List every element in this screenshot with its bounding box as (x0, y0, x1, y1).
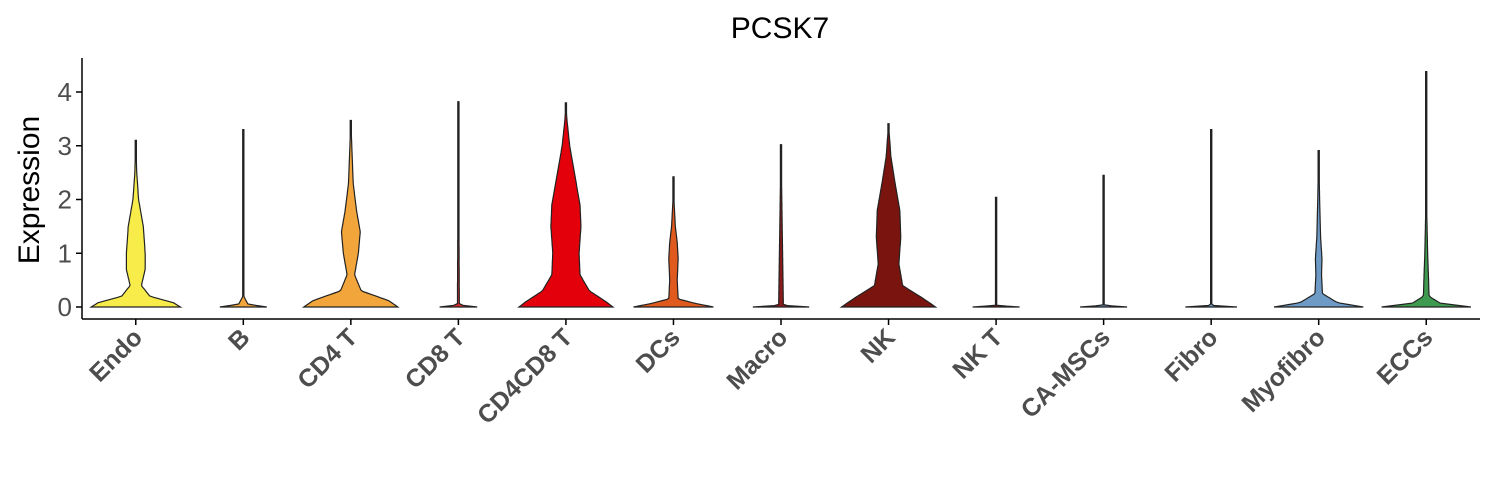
y-tick-label-1: 1 (58, 238, 72, 268)
violin-myofibro (1273, 150, 1364, 308)
violin-eccs (1381, 71, 1471, 308)
x-tick-label-cd4-t: CD4 T (292, 323, 363, 394)
violin-endo (88, 139, 183, 308)
violin-cd4-t (301, 119, 400, 308)
violin-dcs (633, 176, 714, 308)
violin-ca-mscs (1080, 174, 1128, 308)
violin-macro (752, 144, 810, 308)
x-tick-label-cd4cd8-t: CD4CD8 T (472, 323, 578, 429)
violin-nk-t (972, 196, 1020, 308)
x-tick-label-ca-mscs: CA-MSCs (1016, 323, 1116, 423)
chart-title: PCSK7 (730, 12, 830, 45)
x-tick-label-endo: Endo (84, 323, 148, 387)
violin-fibro (1185, 129, 1238, 308)
x-tick-label-nk: NK (855, 323, 900, 368)
x-tick-label-nk-t: NK T (947, 323, 1008, 384)
x-tick-label-myofibro: Myofibro (1237, 323, 1331, 417)
violin-cd8-t (439, 101, 478, 308)
y-tick-label-4: 4 (58, 77, 72, 107)
y-tick-label-3: 3 (58, 131, 72, 161)
x-tick-label-b: B (223, 323, 256, 356)
x-tick-label-fibro: Fibro (1159, 323, 1223, 387)
violin-b (219, 129, 267, 308)
y-tick-label-2: 2 (58, 185, 72, 215)
x-tick-label-cd8-t: CD8 T (400, 323, 471, 394)
violin-nk (839, 123, 938, 308)
x-tick-label-dcs: DCs (631, 323, 686, 378)
y-tick-label-0: 0 (58, 292, 72, 322)
x-tick-label-macro: Macro (721, 323, 793, 395)
x-tick-label-eccs: ECCs (1372, 323, 1439, 390)
violin-cd4cd8-t (517, 102, 615, 308)
